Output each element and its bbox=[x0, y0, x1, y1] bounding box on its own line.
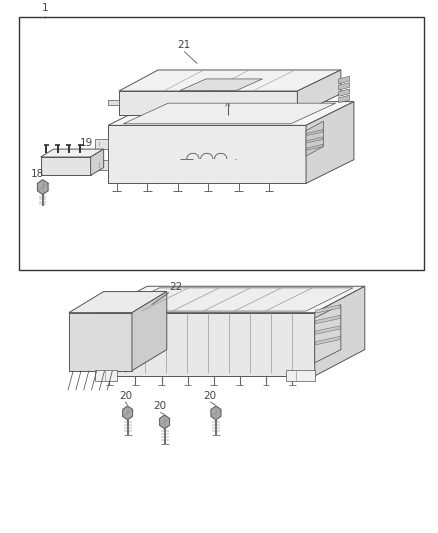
Polygon shape bbox=[119, 70, 341, 91]
Text: 22: 22 bbox=[169, 281, 182, 292]
Polygon shape bbox=[108, 102, 354, 125]
Polygon shape bbox=[316, 316, 340, 324]
Polygon shape bbox=[307, 137, 322, 143]
Polygon shape bbox=[339, 83, 350, 90]
Polygon shape bbox=[123, 406, 133, 420]
Polygon shape bbox=[69, 292, 167, 313]
Polygon shape bbox=[108, 100, 119, 106]
Polygon shape bbox=[307, 130, 322, 135]
Polygon shape bbox=[339, 89, 350, 96]
Text: 20: 20 bbox=[154, 401, 167, 411]
Text: 21: 21 bbox=[177, 41, 191, 51]
Text: 18: 18 bbox=[31, 169, 44, 179]
Text: 20: 20 bbox=[204, 391, 217, 401]
Polygon shape bbox=[119, 91, 297, 115]
Polygon shape bbox=[315, 286, 365, 376]
Polygon shape bbox=[211, 406, 221, 420]
Bar bbox=[19, 17, 424, 270]
Polygon shape bbox=[316, 305, 340, 313]
Polygon shape bbox=[306, 121, 323, 156]
Polygon shape bbox=[95, 160, 108, 170]
Polygon shape bbox=[69, 313, 132, 370]
Polygon shape bbox=[95, 139, 108, 149]
Polygon shape bbox=[286, 369, 315, 381]
Text: 19: 19 bbox=[80, 138, 93, 148]
Polygon shape bbox=[113, 288, 353, 311]
Polygon shape bbox=[97, 286, 365, 313]
Polygon shape bbox=[95, 369, 117, 381]
Polygon shape bbox=[160, 415, 170, 429]
Polygon shape bbox=[91, 149, 104, 175]
Polygon shape bbox=[41, 157, 91, 175]
Polygon shape bbox=[339, 76, 350, 84]
Polygon shape bbox=[297, 70, 341, 115]
Polygon shape bbox=[108, 125, 306, 183]
Polygon shape bbox=[316, 336, 340, 345]
Polygon shape bbox=[180, 79, 262, 91]
Text: 20: 20 bbox=[119, 391, 132, 401]
Polygon shape bbox=[123, 103, 336, 124]
Polygon shape bbox=[339, 95, 350, 103]
Polygon shape bbox=[306, 102, 354, 183]
Polygon shape bbox=[316, 326, 340, 334]
Polygon shape bbox=[132, 292, 167, 370]
Polygon shape bbox=[38, 180, 48, 195]
Polygon shape bbox=[307, 144, 322, 150]
Polygon shape bbox=[315, 305, 341, 363]
Text: 1: 1 bbox=[42, 4, 48, 13]
Polygon shape bbox=[41, 149, 104, 157]
Polygon shape bbox=[97, 313, 315, 376]
